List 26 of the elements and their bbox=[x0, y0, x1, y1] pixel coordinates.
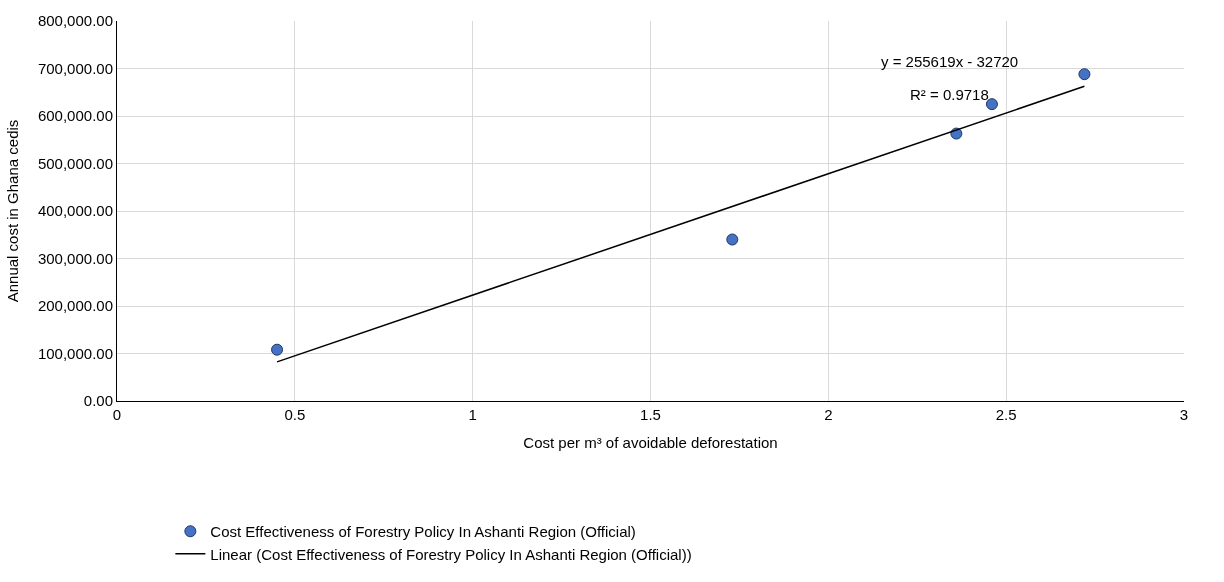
x-tick-label: 1.5 bbox=[640, 406, 661, 423]
y-tick-label: 0.00 bbox=[83, 392, 113, 410]
point bbox=[271, 343, 284, 356]
point bbox=[726, 233, 739, 246]
x-tick-label: 1 bbox=[468, 406, 477, 423]
y-tick-label: 300,000.00 bbox=[37, 249, 113, 267]
y-tick-label: 500,000.00 bbox=[37, 154, 113, 172]
x-tick-label: 2.5 bbox=[995, 406, 1017, 423]
y-tick-label: 200,000.00 bbox=[37, 297, 113, 315]
annotation: y = 255619x - 32720 bbox=[881, 53, 1019, 70]
y-tick-label: 600,000.00 bbox=[37, 107, 113, 125]
legend-label: Linear (Cost Effectiveness of Forestry Policy In Ashanti Region (Official)) bbox=[210, 545, 692, 563]
x-tick-label: 2 bbox=[824, 406, 833, 423]
x-tick-label: 3 bbox=[1179, 406, 1189, 423]
point bbox=[985, 98, 998, 111]
x-tick-label: 0 bbox=[112, 406, 122, 423]
annotation: R² = 0.9718 bbox=[910, 86, 989, 103]
legend-label: Cost Effectiveness of Forestry Policy In Ashanti Region (Official) bbox=[210, 523, 636, 541]
y-tick-label: 400,000.00 bbox=[37, 202, 113, 220]
x-tick-label: 0.5 bbox=[284, 406, 306, 423]
y-tick-label: 800,000.00 bbox=[37, 12, 113, 30]
x-axis-title: Cost per m³ of avoidable deforestation bbox=[523, 434, 778, 451]
y-tick-label: 100,000.00 bbox=[37, 344, 113, 362]
point bbox=[1078, 68, 1091, 81]
y-axis-title: Annual cost in Ghana cedis bbox=[4, 119, 22, 303]
y-tick-label: 700,000.00 bbox=[37, 59, 113, 77]
